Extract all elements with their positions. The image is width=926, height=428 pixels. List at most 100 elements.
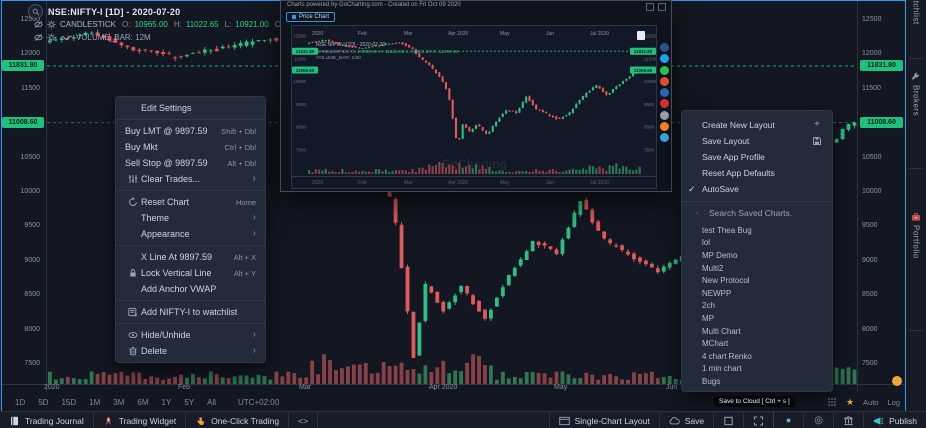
grid-settings-icon[interactable] — [827, 397, 837, 407]
menu-item-add-anchor-vwap[interactable]: Add Anchor VWAP — [116, 281, 265, 297]
open-label: O: — [122, 20, 131, 29]
timeframe-1d-button[interactable]: 1D — [15, 397, 26, 407]
screenshot-button[interactable] — [713, 412, 743, 428]
timeframe-1y-button[interactable]: 1Y — [161, 397, 172, 407]
tab-watchlist[interactable]: Watchlist — [906, 0, 926, 25]
saved-chart-item[interactable]: 1 min chart — [702, 364, 742, 374]
share-linkedin-button[interactable] — [660, 88, 669, 98]
volume-wave-icon — [60, 34, 72, 42]
share-email-button[interactable] — [660, 110, 669, 120]
price-tick: 8500 — [24, 291, 40, 299]
menu-item-shortcut: Home — [235, 197, 256, 207]
menu-item-buy-mkt[interactable]: Buy Mkt Ctrl + Dbl — [116, 139, 265, 155]
timeframe-15d-button[interactable]: 15D — [61, 397, 77, 407]
share-twitter-button[interactable] — [660, 54, 669, 64]
auto-scale-toggle[interactable]: Auto — [863, 397, 879, 407]
timeframe-3m-button[interactable]: 3M — [113, 397, 125, 407]
chevron-right-icon: › — [252, 173, 256, 184]
menu-item-x-line-at-9897-59[interactable]: X Line At 9897.59 Alt + X — [116, 249, 265, 265]
volume-settings-icon[interactable] — [47, 33, 56, 42]
menu-item-label: Theme — [141, 213, 170, 223]
price-tick: 10500 — [862, 153, 882, 161]
menu-item-buy-lmt-9897-59[interactable]: Buy LMT @ 9897.59 Shift + Dbl — [116, 123, 265, 139]
share-reddit-button[interactable] — [660, 76, 669, 86]
layout-menu-item-save-layout[interactable]: Save Layout — [682, 133, 832, 149]
popup-settings-icon[interactable] — [658, 3, 666, 11]
trading-journal-button[interactable]: Trading Journal — [0, 412, 94, 428]
saved-chart-item[interactable]: 4 chart Renko — [702, 351, 752, 361]
target-button[interactable]: ◎ — [803, 412, 833, 428]
timeframe-all-button[interactable]: All — [207, 397, 217, 407]
tab-brokers[interactable]: Brokers — [906, 72, 926, 116]
layout-menu-item-create-new-layout[interactable]: Create New Layout + — [682, 117, 832, 133]
layout-menu-item-autosave[interactable]: ✓ AutoSave — [682, 181, 832, 197]
saved-chart-item[interactable]: Multi Chart — [702, 326, 741, 336]
code-button[interactable]: <> — [289, 412, 319, 428]
menu-item-theme[interactable]: Theme › — [116, 210, 265, 226]
timeframe-5y-button[interactable]: 5Y — [184, 397, 195, 407]
fullscreen-button[interactable] — [743, 412, 773, 428]
save-icon — [812, 136, 822, 146]
columns-icon — [843, 415, 854, 426]
close-label: C: — [274, 20, 283, 29]
saved-chart-item[interactable]: MP — [702, 313, 714, 323]
save-button[interactable]: Save — [658, 412, 713, 428]
svg-text:11500: 11500 — [294, 56, 307, 61]
search-saved-charts-input[interactable] — [707, 207, 822, 219]
favorite-star-icon[interactable]: ★ — [845, 396, 855, 407]
circle-button[interactable]: ● — [773, 412, 803, 428]
copy-to-clipboard-icon[interactable] — [637, 31, 645, 40]
popup-expand-icon[interactable] — [646, 3, 654, 11]
timeframe-5d-button[interactable]: 5D — [38, 397, 49, 407]
menu-item-edit-settings[interactable]: Edit Settings — [116, 100, 265, 116]
svg-text:12500: 12500 — [644, 34, 656, 39]
menu-item-label: Edit Settings — [141, 103, 192, 113]
popup-tab-price-chart[interactable]: Price Chart — [286, 12, 336, 22]
log-scale-toggle[interactable]: Log — [887, 397, 900, 407]
study-settings-icon[interactable] — [47, 20, 56, 29]
share-whatsapp-button[interactable] — [660, 65, 669, 75]
timeframe-6m-button[interactable]: 6M — [137, 397, 149, 407]
timezone-button[interactable]: UTC+02:00 — [238, 397, 280, 407]
saved-chart-item[interactable]: 2ch — [702, 301, 715, 311]
symbol-search-icon[interactable] — [28, 4, 43, 19]
saved-chart-item[interactable]: lol — [702, 238, 711, 248]
hide-study-icon[interactable] — [34, 20, 43, 29]
saved-chart-item[interactable]: MP Demo — [702, 250, 738, 260]
saved-chart-item[interactable]: Multi2 — [702, 263, 724, 273]
saved-chart-item[interactable]: New Protocol — [702, 276, 750, 286]
menu-item-sell-stop-9897-59[interactable]: Sell Stop @ 9897.59 Alt + Dbl — [116, 155, 265, 171]
trading-widget-button[interactable]: Trading Widget — [94, 412, 187, 428]
publish-button[interactable]: Publish — [863, 412, 926, 428]
menu-item-appearance[interactable]: Appearance › — [116, 226, 265, 242]
hide-volume-icon[interactable] — [34, 33, 43, 42]
svg-text:Apr 2020: Apr 2020 — [448, 31, 469, 37]
share-facebook-button[interactable] — [660, 43, 669, 52]
timeframe-1m-button[interactable]: 1M — [89, 397, 101, 407]
symbol-title[interactable]: NSE:NIFTY-I [1D] - 2020-07-20 — [48, 6, 181, 17]
saved-chart-item[interactable]: MChart — [702, 339, 729, 349]
one-click-trading-button[interactable]: One-Click Trading — [186, 412, 290, 428]
share-blogger-button[interactable] — [660, 122, 669, 132]
menu-item-reset-chart[interactable]: Reset Chart Home — [116, 194, 265, 210]
svg-text:7500: 7500 — [296, 148, 307, 153]
layout-menu-item-label: Create New Layout — [702, 120, 775, 130]
eye-icon — [125, 330, 141, 340]
saved-chart-item[interactable]: NEWPP — [702, 288, 732, 298]
share-telegram-button[interactable] — [660, 133, 669, 143]
menu-item-clear-trades[interactable]: Clear Trades... › — [116, 171, 265, 187]
columns-button[interactable] — [833, 412, 863, 428]
single-chart-layout-button[interactable]: Single-Chart Layout — [548, 412, 659, 428]
menu-item-delete[interactable]: Delete › — [116, 343, 265, 359]
tab-portfolio[interactable]: Portfolio — [906, 212, 926, 259]
menu-item-add-nifty-i-to-watchlist[interactable]: Add NIFTY-I to watchlist — [116, 304, 265, 320]
layout-menu-item-save-app-profile[interactable]: Save App Profile — [682, 149, 832, 165]
notification-dot[interactable] — [892, 376, 902, 386]
saved-chart-item[interactable]: test Thea Bug — [702, 225, 752, 235]
tab-divider — [909, 168, 923, 169]
layout-menu-item-reset-app-defaults[interactable]: Reset App Defaults — [682, 165, 832, 181]
menu-item-lock-vertical-line[interactable]: Lock Vertical Line Alt + Y — [116, 265, 265, 281]
share-pinterest-button[interactable] — [660, 99, 669, 109]
saved-chart-item[interactable]: Bugs — [702, 376, 721, 386]
menu-item-hide-unhide[interactable]: Hide/Unhide › — [116, 327, 265, 343]
